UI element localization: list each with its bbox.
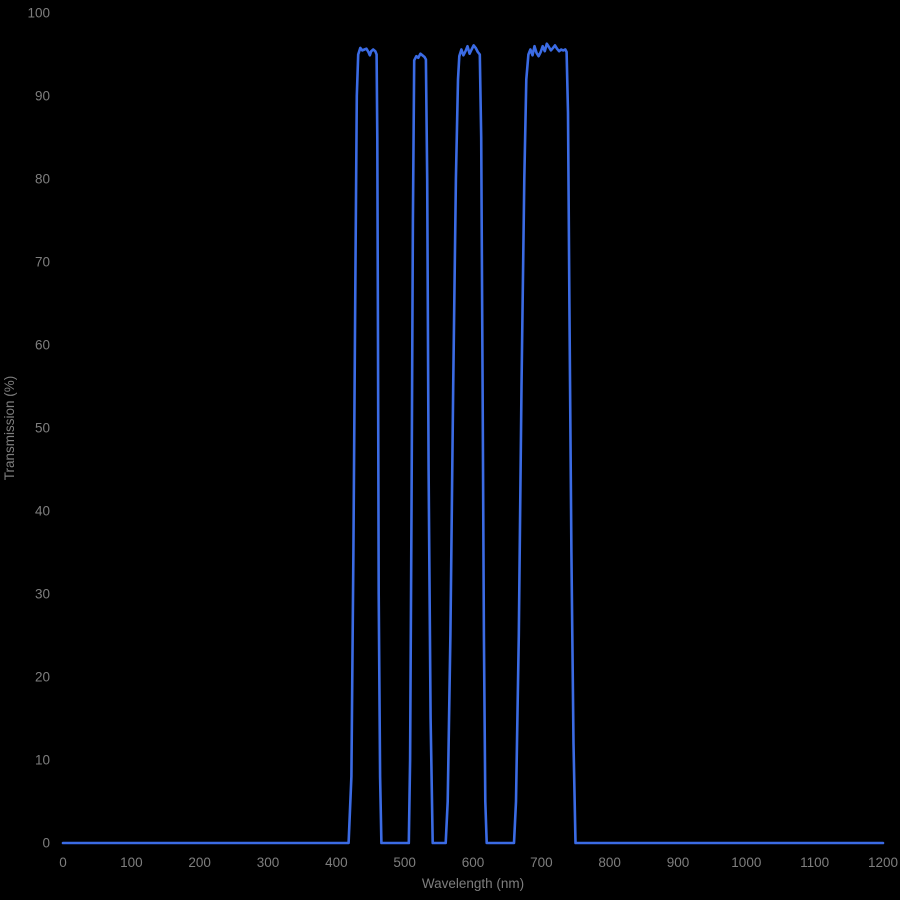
x-tick-label: 900 (667, 855, 690, 870)
x-tick-label: 100 (120, 855, 143, 870)
x-tick-label: 800 (598, 855, 621, 870)
y-tick-label: 30 (35, 587, 50, 602)
x-tick-label: 1100 (800, 855, 829, 870)
y-tick-label: 50 (35, 421, 50, 436)
x-tick-label: 1000 (731, 855, 761, 870)
y-tick-label: 90 (35, 89, 50, 104)
x-tick-label: 0 (59, 855, 67, 870)
transmission-line (61, 42, 885, 845)
x-tick-label: 400 (325, 855, 348, 870)
x-axis-title: Wavelength (nm) (422, 876, 524, 891)
y-axis-title: Transmission (%) (2, 376, 17, 481)
y-tick-label: 0 (42, 836, 50, 851)
x-tick-label: 500 (393, 855, 416, 870)
y-tick-label: 100 (27, 6, 50, 21)
y-tick-label: 20 (35, 670, 50, 685)
y-tick-label: 80 (35, 172, 50, 187)
y-tick-label: 70 (35, 255, 50, 270)
x-tick-label: 700 (530, 855, 553, 870)
x-tick-label: 200 (188, 855, 211, 870)
x-tick-label: 600 (462, 855, 485, 870)
x-axis-tick-labels: 0 100 200 300 400 500 600 700 800 900 1000 1100 1200 (59, 855, 898, 870)
y-tick-label: 40 (35, 504, 50, 519)
x-tick-label: 1200 (868, 855, 898, 870)
y-tick-label: 10 (35, 753, 50, 768)
y-tick-label: 60 (35, 338, 50, 353)
y-axis-tick-labels: 0 10 20 30 40 50 60 70 80 90 100 (27, 6, 50, 851)
x-tick-label: 300 (257, 855, 280, 870)
